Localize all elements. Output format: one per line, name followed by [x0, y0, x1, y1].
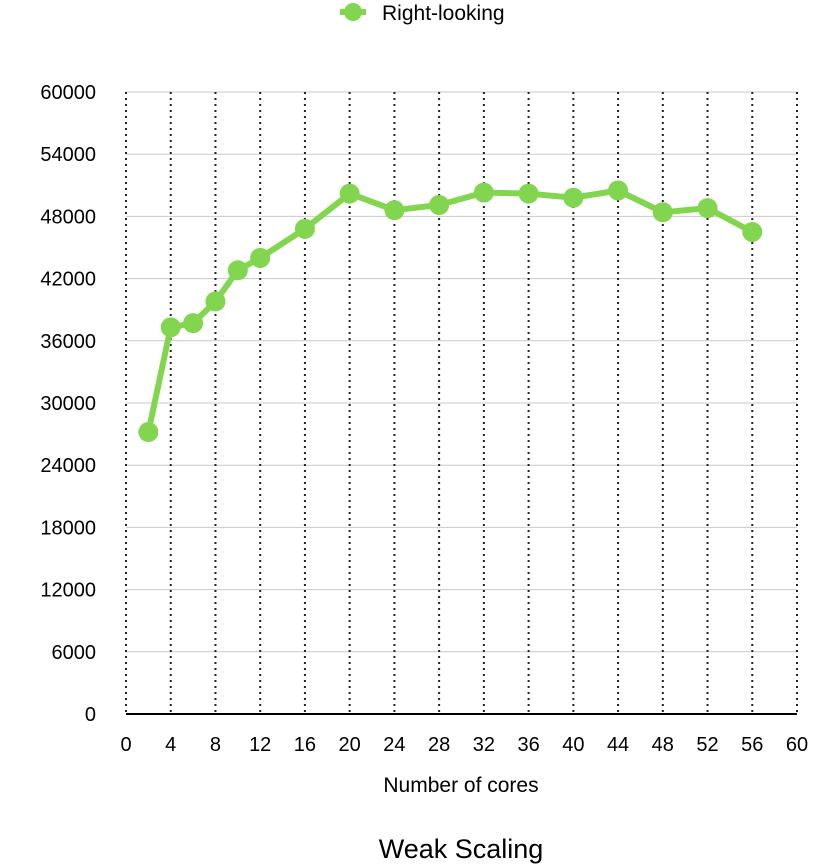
data-point [250, 247, 271, 268]
y-tick-label: 12000 [40, 580, 96, 602]
y-tick-label: 42000 [40, 269, 96, 291]
x-tick-label: 24 [383, 734, 405, 756]
data-point [742, 221, 763, 242]
y-tick-label: 18000 [40, 517, 96, 539]
tick-labels: 0 6000 12000 18000 24000 30000 36000 42000 48000… [40, 82, 808, 756]
data-point [429, 194, 450, 215]
x-tick-label: 36 [517, 734, 539, 756]
y-tick-label: 36000 [40, 331, 96, 353]
x-tick-label: 4 [165, 734, 176, 756]
data-point [227, 260, 248, 281]
x-tick-label: 16 [294, 734, 316, 756]
data-point [183, 313, 204, 334]
y-tick-label: 30000 [40, 393, 96, 415]
data-point [563, 187, 584, 208]
legend-marker-swatch [344, 3, 362, 21]
legend-entry-label: Right-looking [382, 2, 505, 25]
x-tick-label: 40 [562, 734, 584, 756]
data-point [160, 317, 181, 338]
x-tick-label: 28 [428, 734, 450, 756]
data-point [652, 202, 673, 223]
y-tick-label: 48000 [40, 206, 96, 228]
grid [125, 91, 798, 714]
x-tick-label: 48 [652, 734, 674, 756]
x-tick-label: 60 [786, 734, 808, 756]
data-point [138, 422, 159, 443]
x-tick-label: 44 [607, 734, 629, 756]
y-tick-label: 60000 [40, 82, 96, 104]
x-axis-label: Number of cores [383, 774, 538, 797]
y-tick-label: 54000 [40, 144, 96, 166]
data-point [518, 183, 539, 204]
x-tick-label: 32 [473, 734, 495, 756]
data-point [294, 218, 315, 239]
legend: Right-looking [340, 2, 505, 25]
x-tick-label: 56 [741, 734, 763, 756]
data-point [473, 182, 494, 203]
series-line [145, 187, 756, 435]
data-point [384, 200, 405, 221]
x-tick-label: 8 [210, 734, 221, 756]
x-tick-label: 0 [120, 734, 131, 756]
chart-title: Weak Scaling [379, 834, 544, 864]
series-layer [138, 180, 763, 443]
y-tick-label: 6000 [52, 642, 97, 664]
data-point [697, 198, 718, 219]
data-point [608, 180, 629, 201]
y-tick-label: 24000 [40, 455, 96, 477]
data-point [205, 291, 226, 312]
x-tick-label: 12 [249, 734, 271, 756]
y-tick-label: 0 [85, 704, 96, 726]
x-tick-label: 20 [339, 734, 361, 756]
data-point [339, 183, 360, 204]
x-tick-label: 52 [696, 734, 718, 756]
